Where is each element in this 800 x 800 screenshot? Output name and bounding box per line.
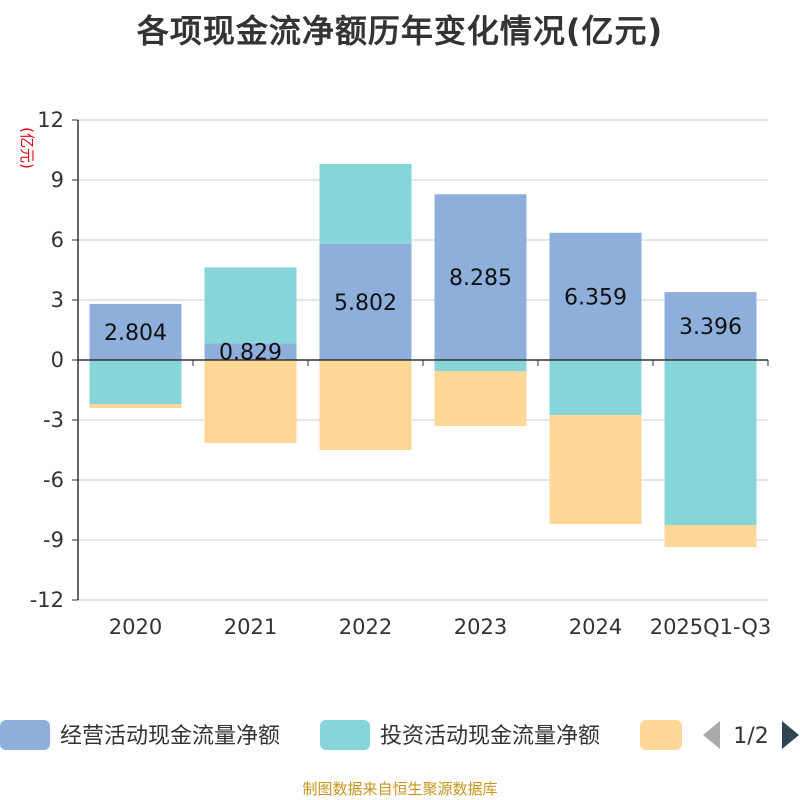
legend: 经营活动现金流量净额 投资活动现金流量净额 1/2: [0, 720, 799, 750]
bar-2025Q1-Q3-series-2[interactable]: [664, 360, 757, 525]
data-label-2024: 6.359: [564, 285, 627, 310]
bar-2023-series-3[interactable]: [434, 371, 527, 426]
y-tick-label: -12: [30, 588, 64, 612]
x-tick-label: 2023: [454, 615, 507, 639]
bar-2020-series-1[interactable]: [89, 303, 182, 360]
y-tick-label: 6: [51, 228, 64, 252]
bar-2022-series-3[interactable]: [319, 360, 412, 450]
bar-2021-series-3[interactable]: [204, 360, 297, 443]
bar-2022-series-1[interactable]: [319, 243, 412, 360]
bar-2023-series-2[interactable]: [434, 360, 527, 371]
y-tick-label: -3: [43, 408, 64, 432]
bar-2025Q1-Q3-series-3[interactable]: [664, 525, 757, 547]
bar-2025Q1-Q3-series-1[interactable]: [664, 292, 757, 360]
y-tick-label: -6: [43, 468, 64, 492]
y-tick-label: 0: [51, 348, 64, 372]
source-note: 制图数据来自恒生聚源数据库: [302, 780, 498, 798]
legend-swatch-2[interactable]: [320, 720, 370, 750]
data-label-2025Q1-Q3: 3.396: [679, 315, 742, 340]
data-label-2020: 2.804: [104, 321, 167, 346]
data-label-2022: 5.802: [334, 291, 397, 316]
y-tick-label: -9: [43, 528, 64, 552]
grid-layer: [78, 119, 768, 601]
bar-layer: [89, 163, 757, 547]
bar-2024-series-3[interactable]: [549, 415, 642, 524]
x-tick-label: 2020: [109, 615, 162, 639]
x-tick-label: 2025Q1-Q3: [650, 615, 772, 639]
legend-label-2[interactable]: 投资活动现金流量净额: [380, 724, 600, 749]
label-layer: 2.804 0.829 5.802 8.285 6.359 3.396: [104, 266, 742, 366]
bar-2021-series-2[interactable]: [204, 267, 297, 344]
bar-2023-series-1[interactable]: [434, 194, 527, 360]
chart-title: 各项现金流净额历年变化情况(亿元): [136, 12, 664, 50]
y-axis-label: (亿元): [18, 127, 36, 169]
x-tick-label: 2022: [339, 615, 392, 639]
bar-2024-series-1[interactable]: [549, 232, 642, 360]
legend-prev-arrow-icon[interactable]: [703, 721, 720, 749]
y-tick-label: 12: [37, 108, 64, 132]
legend-swatch-1[interactable]: [0, 720, 50, 750]
bar-2021-series-1[interactable]: [204, 343, 297, 360]
y-tick-label: 9: [51, 168, 64, 192]
x-tick-label: 2021: [224, 615, 277, 639]
x-tick-label: 2024: [569, 615, 622, 639]
data-label-2021: 0.829: [219, 341, 282, 366]
legend-next-arrow-icon[interactable]: [782, 721, 799, 749]
legend-swatch-3[interactable]: [640, 720, 682, 750]
bar-2020-series-2[interactable]: [89, 360, 182, 404]
bar-2024-series-2[interactable]: [549, 360, 642, 415]
legend-label-1[interactable]: 经营活动现金流量净额: [60, 724, 280, 749]
data-label-2023: 8.285: [449, 266, 512, 291]
y-tick-label: 3: [51, 288, 64, 312]
bar-2022-series-2[interactable]: [319, 163, 412, 244]
legend-page-indicator: 1/2: [733, 724, 768, 749]
axis-layer: 12 9 6 3 0 -3 -6 -9 -12 2020 2021 2022 2023 2024 2025Q…: [30, 108, 772, 639]
bar-2020-series-3[interactable]: [89, 404, 182, 408]
